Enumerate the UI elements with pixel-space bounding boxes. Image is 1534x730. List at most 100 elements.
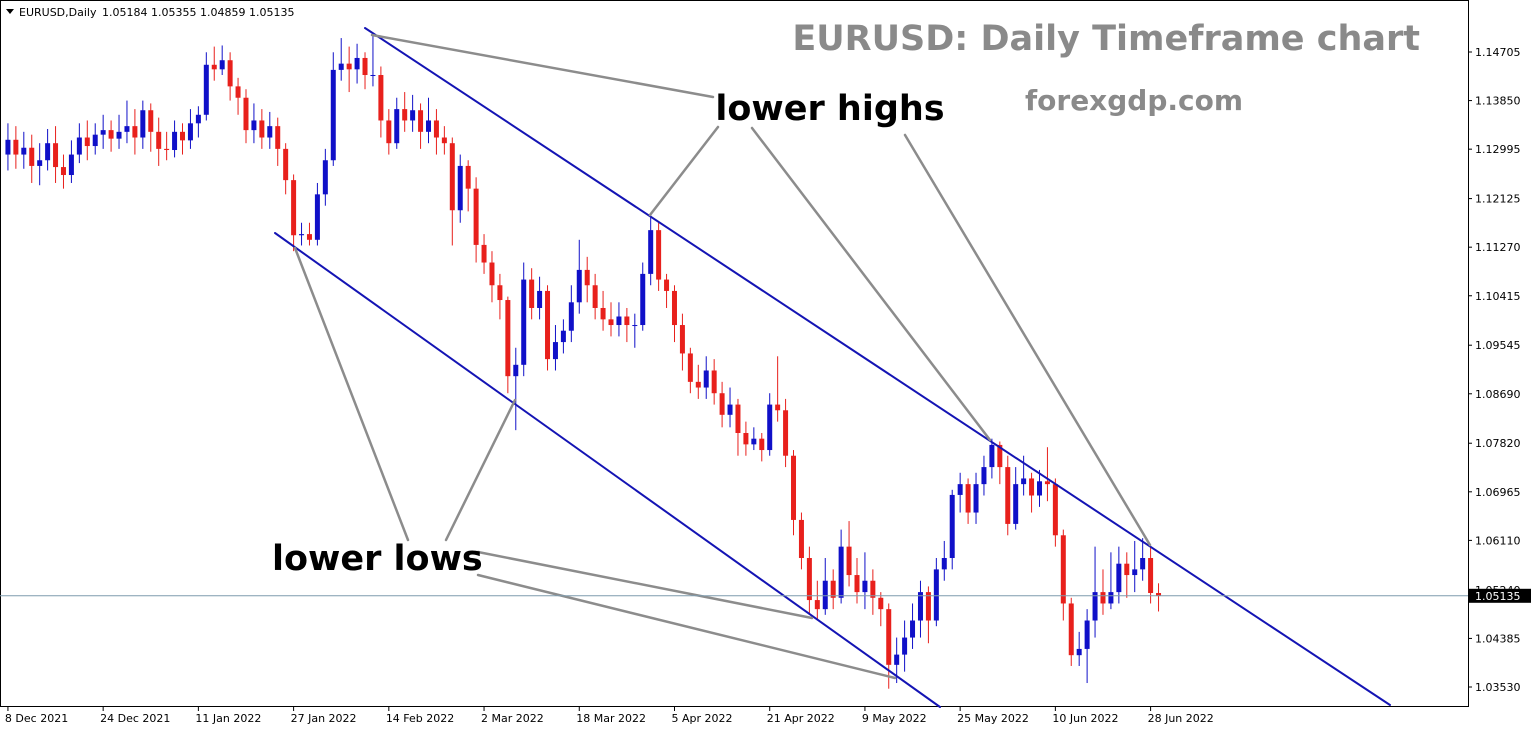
candle-body — [997, 444, 1003, 468]
y-tick-label: 1.08690 — [1475, 388, 1521, 401]
candle-body — [1005, 467, 1011, 524]
candle-body — [783, 410, 789, 456]
candle-body — [1092, 592, 1098, 621]
candle-body — [806, 558, 812, 601]
candle-body — [92, 134, 98, 147]
y-tick-label: 1.12125 — [1475, 193, 1521, 206]
candle-body — [394, 109, 400, 144]
candle-body — [1013, 484, 1019, 524]
menu-arrow[interactable] — [6, 9, 14, 14]
candle-body — [156, 131, 162, 149]
candle-body — [275, 126, 281, 149]
candle-body — [291, 180, 297, 236]
candle-body — [219, 60, 225, 70]
candle-body — [1021, 478, 1027, 485]
y-tick-label: 1.09545 — [1475, 339, 1521, 352]
annotation: lower highs — [715, 89, 944, 129]
candle-body — [1140, 558, 1146, 570]
candle-body — [894, 654, 900, 665]
candle-body — [1076, 648, 1082, 656]
candle-body — [180, 131, 186, 141]
candle-body — [211, 64, 217, 70]
x-tick-label: 9 May 2022 — [862, 712, 927, 725]
pointer — [444, 398, 517, 542]
candle-body — [45, 143, 51, 161]
candle-body — [656, 230, 662, 280]
candle-body — [616, 316, 622, 326]
candle-body — [267, 126, 273, 138]
symbol-label: EURUSD,Daily — [19, 6, 97, 19]
x-tick-label: 28 Jun 2022 — [1148, 712, 1214, 725]
candles — [5, 35, 1162, 689]
candle-body — [505, 300, 511, 377]
candle-body — [195, 114, 201, 124]
candle-body — [1148, 558, 1154, 594]
channel-upper — [364, 27, 1391, 706]
candle-body — [552, 342, 558, 360]
x-tick-label: 10 Jun 2022 — [1052, 712, 1118, 725]
candle-body — [5, 139, 11, 155]
candle-body — [1060, 535, 1066, 604]
candle-body — [537, 290, 543, 308]
candle-body — [489, 262, 495, 286]
candle-body — [100, 130, 106, 135]
candle-body — [354, 57, 360, 70]
candle-body — [1037, 481, 1043, 496]
candle-body — [449, 143, 455, 211]
candle-body — [187, 123, 193, 141]
candle-body — [346, 63, 352, 70]
ohlc-close: 1.05135 — [249, 6, 295, 19]
candle-body — [648, 230, 654, 274]
candle-body — [513, 364, 519, 377]
annotation: lower lows — [272, 539, 483, 579]
x-tick-label: 24 Dec 2021 — [100, 712, 170, 725]
candle-body — [418, 110, 424, 132]
pointer — [476, 550, 814, 620]
candle-body — [306, 234, 312, 240]
candle-body — [703, 370, 709, 388]
candle-body — [854, 575, 860, 593]
candle-body — [529, 279, 535, 308]
candle-body — [1116, 563, 1122, 593]
candle-body — [441, 137, 447, 144]
candle-body — [402, 109, 408, 121]
candle-body — [203, 64, 209, 115]
candle-body — [338, 63, 344, 70]
candle-body — [759, 438, 765, 451]
candle-body — [60, 167, 66, 176]
candle-body — [314, 194, 320, 240]
axes: 1.14705 1.13850 1.12995 1.12125 1.11270 1.104… — [5, 46, 1521, 725]
candle-body — [576, 269, 582, 303]
y-tick-label: 1.07820 — [1475, 437, 1521, 450]
candle-body — [243, 97, 249, 131]
candle-body — [299, 234, 305, 236]
y-tick-label: 1.14705 — [1475, 46, 1521, 59]
candle-body — [608, 319, 614, 326]
candle-body — [695, 381, 701, 388]
ohlc-high: 1.05355 — [151, 6, 197, 19]
candle-body — [727, 404, 733, 415]
candle-body — [457, 165, 463, 211]
candle-body — [743, 432, 749, 445]
candle-body — [973, 484, 979, 513]
candle-body — [172, 131, 178, 151]
candle-body — [362, 57, 368, 76]
candle-body — [560, 330, 566, 343]
ohlc-open: 1.05184 — [102, 6, 148, 19]
candle-body — [370, 75, 376, 77]
candle-body — [751, 438, 757, 445]
candle-body — [251, 120, 257, 131]
candle-body — [664, 279, 670, 291]
candle-body — [711, 370, 717, 394]
x-tick-label: 21 Apr 2022 — [767, 712, 835, 725]
x-tick-label: 18 Mar 2022 — [576, 712, 646, 725]
x-tick-label: 5 Apr 2022 — [671, 712, 732, 725]
candle-body — [283, 148, 289, 181]
candle-body — [886, 609, 892, 665]
candle-body — [13, 139, 19, 155]
pointer — [648, 125, 720, 217]
y-tick-label: 1.04385 — [1475, 632, 1521, 645]
candle-body — [846, 546, 852, 576]
candle-body — [68, 154, 74, 176]
candle-body — [878, 597, 884, 610]
